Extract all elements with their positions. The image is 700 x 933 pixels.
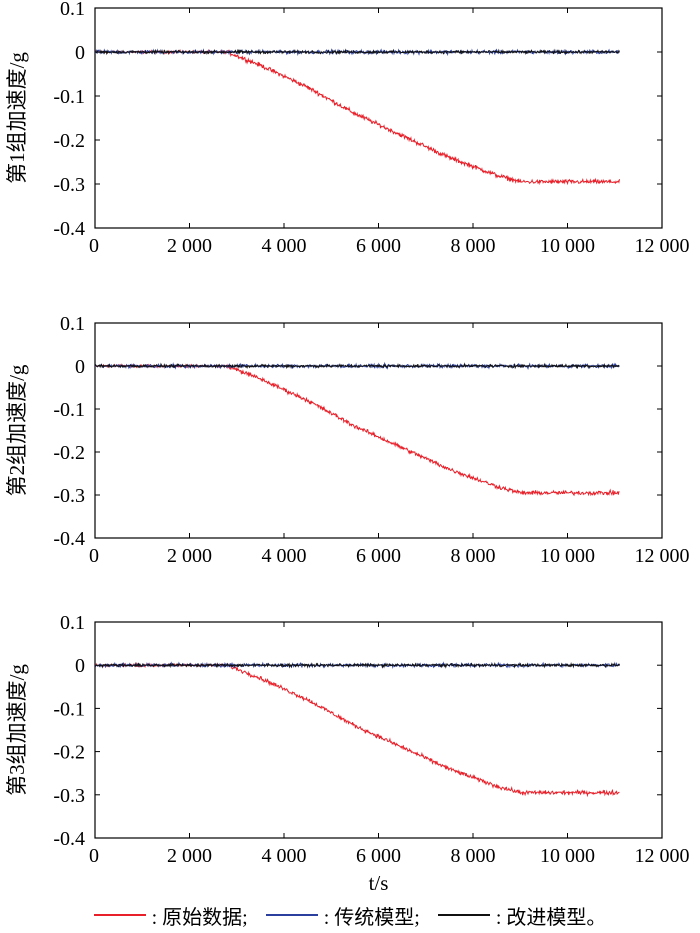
legend-swatch-improved: [437, 914, 490, 916]
x-tick-label: 6 000: [356, 235, 401, 257]
x-tick-label: 8 000: [451, 545, 496, 567]
x-tick-label: 0: [89, 235, 99, 257]
y-tick-label: 0: [75, 356, 85, 378]
y-tick-label: -0.3: [53, 174, 85, 196]
legend-swatch-traditional: [265, 914, 318, 916]
x-tick-label: 6 000: [356, 545, 401, 567]
x-tick-label: 12 000: [635, 545, 690, 567]
legend-label-improved: : 改进模型。: [495, 906, 607, 929]
x-axis-label: t/s: [369, 871, 389, 895]
y-axis-label: 第3组加速度/g: [5, 664, 29, 796]
legend-label-original: : 原始数据;: [151, 906, 248, 929]
series-line-improved: [95, 661, 620, 669]
y-tick-label: -0.3: [53, 785, 85, 807]
series-line-original: [95, 48, 620, 186]
y-tick-label: -0.1: [53, 86, 85, 108]
series-line-original: [95, 363, 620, 497]
y-tick-label: 0.1: [60, 612, 85, 634]
y-tick-label: -0.2: [53, 130, 85, 152]
y-axis-label: 第2组加速度/g: [5, 364, 29, 496]
y-axis-label: 第1组加速度/g: [5, 52, 29, 184]
x-tick-label: 4 000: [262, 545, 307, 567]
y-tick-label: -0.2: [53, 442, 85, 464]
x-tick-label: 2 000: [167, 235, 212, 257]
legend-item-improved: : 改进模型。: [437, 901, 607, 930]
x-tick-label: 0: [89, 545, 99, 567]
legend-item-original: : 原始数据;: [93, 901, 248, 930]
plot-frame: [94, 322, 663, 539]
legend-swatch-original: [93, 914, 146, 916]
x-tick-label: 2 000: [167, 545, 212, 567]
y-tick-label: -0.3: [53, 485, 85, 507]
series-line-improved: [95, 362, 620, 370]
series-line-improved: [95, 48, 620, 56]
y-tick-label: -0.4: [53, 528, 85, 550]
x-tick-label: 0: [89, 845, 99, 867]
x-tick-label: 8 000: [451, 235, 496, 257]
plot-frame: [94, 621, 663, 839]
x-tick-label: 8 000: [451, 845, 496, 867]
series-line-original: [95, 661, 620, 798]
y-tick-label: -0.1: [53, 698, 85, 720]
y-tick-label: 0.1: [60, 0, 85, 20]
x-tick-label: 2 000: [167, 845, 212, 867]
x-tick-label: 12 000: [635, 235, 690, 257]
y-tick-label: -0.2: [53, 742, 85, 764]
x-tick-label: 4 000: [262, 845, 307, 867]
x-tick-label: 10 000: [540, 235, 595, 257]
y-tick-label: -0.4: [53, 828, 85, 850]
y-tick-label: -0.1: [53, 399, 85, 421]
plot-frame: [94, 7, 663, 229]
y-tick-label: 0: [75, 42, 85, 64]
x-tick-label: 10 000: [540, 545, 595, 567]
legend: : 原始数据; : 传统模型; : 改进模型。: [0, 898, 700, 932]
legend-item-traditional: : 传统模型;: [265, 901, 420, 930]
x-tick-label: 6 000: [356, 845, 401, 867]
legend-label-traditional: : 传统模型;: [323, 906, 420, 929]
x-tick-label: 4 000: [262, 235, 307, 257]
x-tick-label: 12 000: [635, 845, 690, 867]
y-tick-label: -0.4: [53, 218, 85, 240]
x-tick-label: 10 000: [540, 845, 595, 867]
y-tick-label: 0.1: [60, 313, 85, 335]
y-tick-label: 0: [75, 655, 85, 677]
